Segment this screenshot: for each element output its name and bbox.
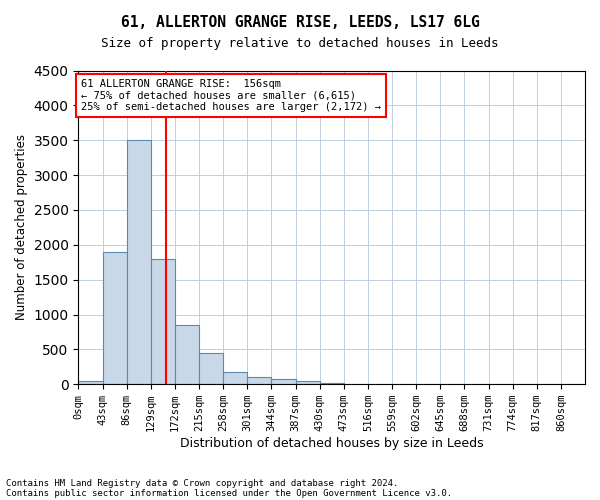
Bar — [223, 372, 247, 384]
Text: 61 ALLERTON GRANGE RISE:  156sqm
← 75% of detached houses are smaller (6,615)
25: 61 ALLERTON GRANGE RISE: 156sqm ← 75% of… — [81, 79, 381, 112]
Bar — [247, 378, 271, 384]
Text: 61, ALLERTON GRANGE RISE, LEEDS, LS17 6LG: 61, ALLERTON GRANGE RISE, LEEDS, LS17 6L… — [121, 15, 479, 30]
Bar — [271, 379, 296, 384]
Bar — [175, 325, 199, 384]
Bar — [127, 140, 151, 384]
Bar — [79, 380, 103, 384]
Bar — [151, 258, 175, 384]
Text: Size of property relative to detached houses in Leeds: Size of property relative to detached ho… — [101, 38, 499, 51]
X-axis label: Distribution of detached houses by size in Leeds: Distribution of detached houses by size … — [180, 437, 484, 450]
Bar — [296, 380, 320, 384]
Bar — [199, 353, 223, 384]
Bar — [103, 252, 127, 384]
Bar — [320, 383, 344, 384]
Text: Contains HM Land Registry data © Crown copyright and database right 2024.: Contains HM Land Registry data © Crown c… — [6, 478, 398, 488]
Y-axis label: Number of detached properties: Number of detached properties — [15, 134, 28, 320]
Text: Contains public sector information licensed under the Open Government Licence v3: Contains public sector information licen… — [6, 488, 452, 498]
